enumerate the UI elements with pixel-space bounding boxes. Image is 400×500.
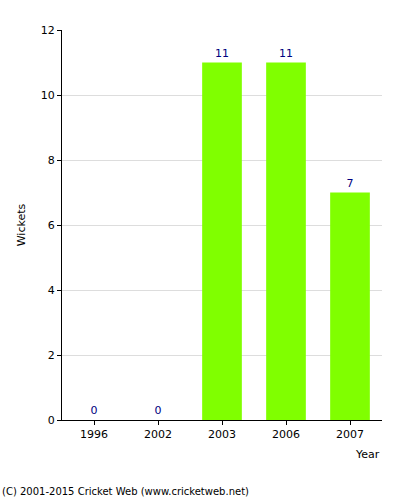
svg-text:1996: 1996 [80, 428, 108, 441]
svg-text:(C) 2001-2015 Cricket Web (www: (C) 2001-2015 Cricket Web (www.cricketwe… [2, 486, 249, 497]
svg-text:Year: Year [355, 448, 380, 461]
svg-text:Wickets: Wickets [15, 203, 28, 246]
svg-text:11: 11 [215, 47, 229, 60]
svg-text:0: 0 [48, 414, 55, 427]
svg-text:2007: 2007 [336, 428, 364, 441]
svg-text:2003: 2003 [208, 428, 236, 441]
svg-text:8: 8 [48, 154, 55, 167]
svg-text:7: 7 [347, 177, 354, 190]
svg-text:4: 4 [48, 284, 55, 297]
svg-text:2002: 2002 [144, 428, 172, 441]
svg-text:10: 10 [41, 89, 55, 102]
svg-text:11: 11 [279, 47, 293, 60]
svg-text:0: 0 [91, 404, 98, 417]
svg-text:2: 2 [48, 349, 55, 362]
svg-text:6: 6 [48, 219, 55, 232]
svg-text:12: 12 [41, 24, 55, 37]
svg-text:2006: 2006 [272, 428, 300, 441]
svg-text:0: 0 [155, 404, 162, 417]
